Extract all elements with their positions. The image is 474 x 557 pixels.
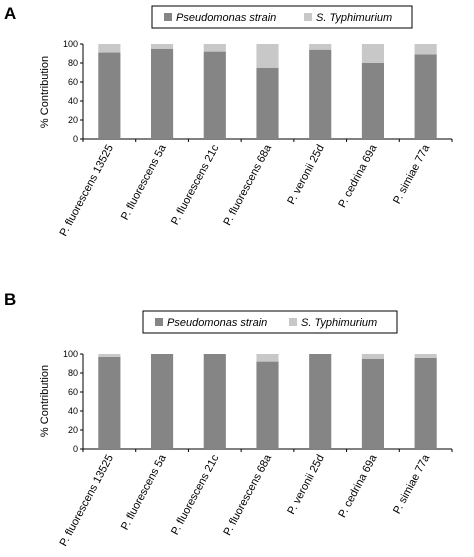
legend-swatch [155,318,163,326]
bar-typhimurium [98,354,121,357]
legend-label: S. Typhimurium [316,12,392,24]
bar-typhimurium [151,44,174,49]
bar-pseudomonas [309,49,332,140]
bar-typhimurium [309,44,332,50]
y-tick-label: 0 [73,134,78,144]
legend-label: S. Typhimurium [301,317,377,329]
bar-pseudomonas [98,52,121,139]
x-category-label: P. cedrina 69a [336,452,380,520]
y-tick-label: 20 [68,425,78,435]
legend-swatch [304,13,312,21]
chart-panel-a: A Pseudomonas strain S. Typhimurium 0 20 40 60… [4,4,453,239]
bar-typhimurium [361,354,384,359]
x-category-label: P. fluorescens 68a [221,142,274,228]
x-category-label: P. fluorescens 13525 [58,453,116,549]
x-category-label: P. simiae 77a [391,452,433,516]
bar-typhimurium [414,354,437,358]
y-tick-label: 40 [68,96,78,106]
chart-panel-b: B Pseudomonas strain S. Typhimurium 0 20 40 60… [4,290,453,549]
y-axis-label: % Contribution [39,365,51,437]
y-tick-label: 100 [63,349,78,359]
bar-pseudomonas [361,63,384,139]
bar-pseudomonas [361,358,384,449]
panel-letter: B [4,290,16,309]
y-tick-label: 60 [68,387,78,397]
legend-box [142,310,398,334]
x-category-label: P. fluorescens 21c [169,452,222,537]
bar-pseudomonas [256,67,279,139]
y-tick-label: 0 [73,444,78,454]
bar-typhimurium [361,44,384,63]
x-category-label: P. fluorescens 21c [169,142,222,227]
x-category-label: P. fluorescens 5a [119,452,169,532]
x-category-label: P. fluorescens 68a [221,452,274,538]
y-tick-label: 60 [68,77,78,87]
bar-pseudomonas [98,356,121,449]
legend-label: Pseudomonas strain [176,12,276,24]
y-tick-label: 100 [63,39,78,49]
panel-letter: A [4,4,16,23]
bar-typhimurium [203,44,226,52]
x-category-label: P. veronii 25d [285,453,327,517]
x-category-label: P. fluorescens 5a [119,142,169,222]
y-axis-label: % Contribution [39,56,51,128]
bar-pseudomonas [151,48,174,139]
x-category-label: P. simiae 77a [391,142,433,206]
bar-typhimurium [414,44,437,55]
bar-pseudomonas [151,354,174,449]
bar-pseudomonas [309,354,332,449]
bar-pseudomonas [203,354,226,449]
bar-pseudomonas [203,51,226,139]
x-category-label: P. veronii 25d [285,143,327,207]
y-tick-label: 20 [68,115,78,125]
bar-typhimurium [98,44,121,53]
bar-pseudomonas [414,54,437,140]
bar-pseudomonas [256,361,279,449]
bar-pseudomonas [414,357,437,449]
y-tick-label: 80 [68,58,78,68]
bar-typhimurium [256,354,279,362]
bar-typhimurium [256,44,279,68]
y-tick-label: 80 [68,368,78,378]
legend-swatch [164,13,172,21]
legend-label: Pseudomonas strain [167,317,267,329]
legend-swatch [289,318,297,326]
x-category-label: P. fluorescens 13525 [58,143,116,239]
legend-box [151,5,413,29]
y-tick-label: 40 [68,406,78,416]
x-category-label: P. cedrina 69a [336,142,380,210]
